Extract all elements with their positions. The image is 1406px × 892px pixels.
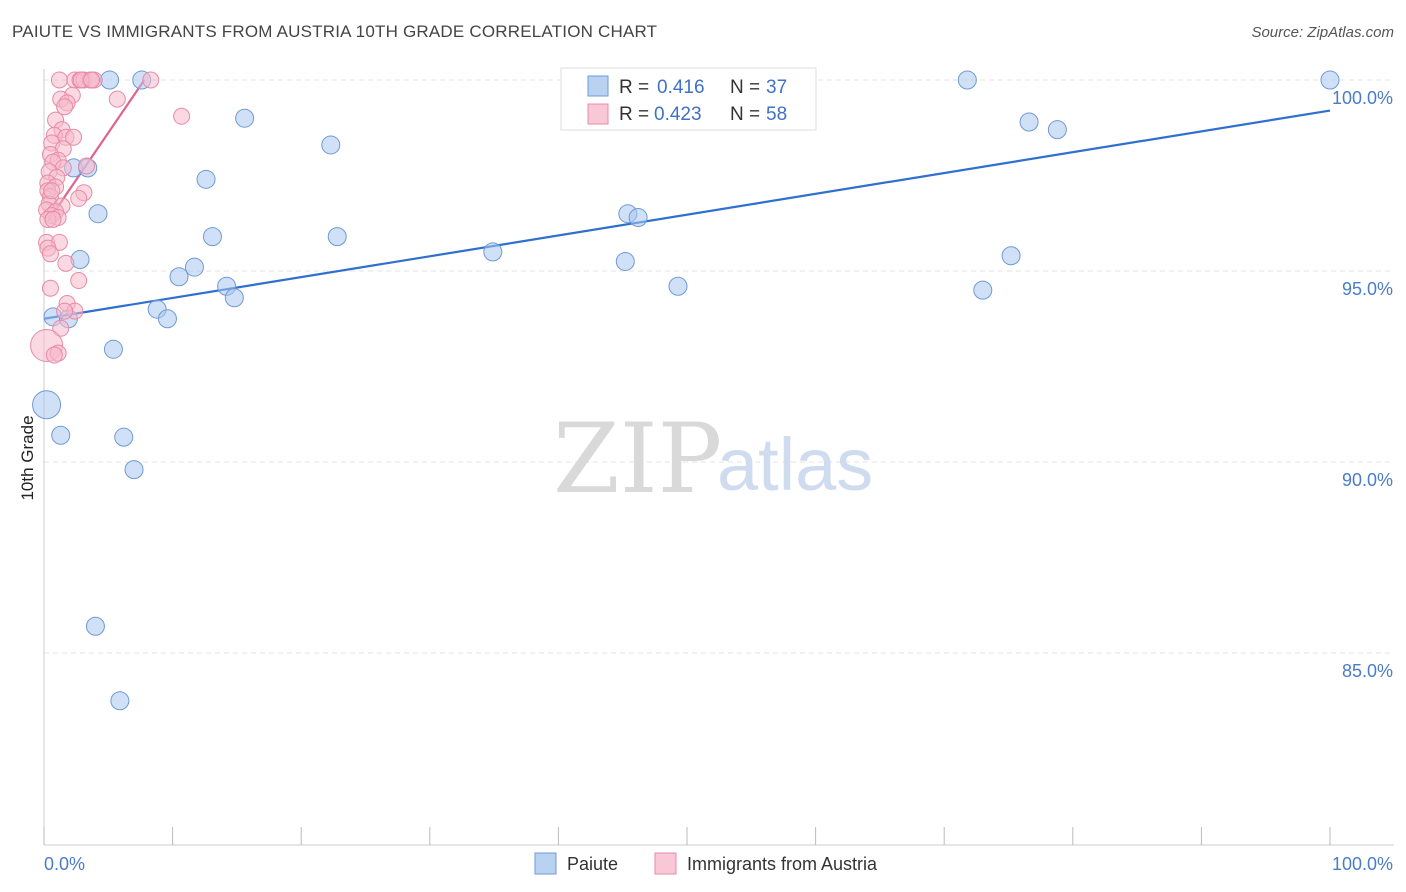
point-austria-56 <box>83 71 101 89</box>
point-austria-6 <box>142 71 160 89</box>
x-tick-label-0: 0.0% <box>44 854 85 874</box>
series-swatch-paiute[interactable] <box>534 852 557 875</box>
point-paiute-4 <box>235 108 255 128</box>
point-austria-45 <box>57 254 75 272</box>
x-tick-labels: 0.0% 100.0% <box>44 854 1393 874</box>
y-tick-label-0: 100.0% <box>1332 88 1393 108</box>
point-paiute-32 <box>51 425 71 445</box>
point-paiute-0 <box>100 70 120 90</box>
gridlines <box>44 79 1394 654</box>
legend-n-value-paiute: 37 <box>766 77 787 98</box>
point-paiute-25 <box>224 288 244 308</box>
point-austria-46 <box>70 272 88 290</box>
point-paiute-27 <box>157 309 177 329</box>
point-austria-54 <box>45 346 63 364</box>
point-paiute-5 <box>1019 112 1039 132</box>
y-tick-label-1: 95.0% <box>1342 279 1393 299</box>
point-paiute-20 <box>184 257 204 277</box>
point-austria-17 <box>65 128 83 146</box>
point-paiute-15 <box>327 227 347 247</box>
point-paiute-36 <box>110 691 130 711</box>
point-paiute-24 <box>973 280 993 300</box>
point-austria-47 <box>41 279 59 297</box>
correlation-legend: R = 0.416 N = 37 R = 0.423 N = 58 <box>560 67 817 131</box>
y-tick-label-2: 90.0% <box>1342 470 1393 490</box>
legend-r-value-paiute: 0.416 <box>657 77 705 98</box>
point-austria-12 <box>173 107 191 125</box>
watermark-atlas: atlas <box>717 423 873 506</box>
axes <box>43 69 1394 846</box>
legend-n-label-paiute: N = <box>730 77 760 98</box>
point-paiute-23 <box>668 276 688 296</box>
chart-title: PAIUTE VS IMMIGRANTS FROM AUSTRIA 10TH G… <box>12 22 658 41</box>
point-paiute-14 <box>202 227 222 247</box>
legend-r-label-paiute: R = <box>619 77 649 98</box>
point-austria-50 <box>56 302 74 320</box>
point-paiute-31 <box>32 390 62 420</box>
point-paiute-7 <box>321 135 341 155</box>
point-paiute-35 <box>85 616 105 636</box>
legend-swatch-paiute <box>587 75 609 97</box>
point-austria-32 <box>70 189 88 207</box>
point-austria-9 <box>108 90 126 108</box>
point-paiute-10 <box>196 169 216 189</box>
legend-n-value-austria: 58 <box>766 104 787 125</box>
point-austria-40 <box>44 210 62 228</box>
series-label-austria[interactable]: Immigrants from Austria <box>687 854 878 874</box>
legend-swatch-austria <box>587 103 609 125</box>
point-austria-51 <box>52 319 70 337</box>
point-austria-23 <box>77 157 95 175</box>
legend-r-label-austria: R = <box>619 104 649 125</box>
point-austria-0 <box>50 71 68 89</box>
point-paiute-16 <box>483 242 503 262</box>
point-austria-57 <box>43 182 61 200</box>
point-paiute-33 <box>114 427 134 447</box>
point-paiute-11 <box>88 204 108 224</box>
watermark-zip: ZIP <box>553 403 722 515</box>
point-paiute-18 <box>615 251 635 271</box>
x-tick-label-1: 100.0% <box>1332 854 1393 874</box>
point-paiute-19 <box>1001 246 1021 266</box>
y-tick-label-3: 85.0% <box>1342 661 1393 681</box>
point-paiute-21 <box>169 267 189 287</box>
series-legend: Paiute Immigrants from Austria <box>534 852 878 875</box>
point-paiute-30 <box>103 339 123 359</box>
series-swatch-austria[interactable] <box>654 852 677 875</box>
point-paiute-3 <box>1320 70 1340 90</box>
point-paiute-13 <box>628 208 648 228</box>
point-paiute-2 <box>957 70 977 90</box>
point-austria-11 <box>56 98 74 116</box>
legend-r-value-austria: 0.423 <box>654 104 702 125</box>
point-paiute-34 <box>124 460 144 480</box>
series-label-paiute[interactable]: Paiute <box>567 854 618 874</box>
y-tick-labels: 100.0% 95.0% 90.0% 85.0% <box>1332 88 1393 681</box>
y-axis-title: 10th Grade <box>18 415 37 500</box>
source-credit: Source: ZipAtlas.com <box>1251 24 1394 41</box>
point-austria-44 <box>41 245 59 263</box>
trend-line-paiute <box>43 109 1331 320</box>
data-points <box>30 70 1340 711</box>
legend-n-label-austria: N = <box>730 104 760 125</box>
point-paiute-6 <box>1047 120 1067 140</box>
